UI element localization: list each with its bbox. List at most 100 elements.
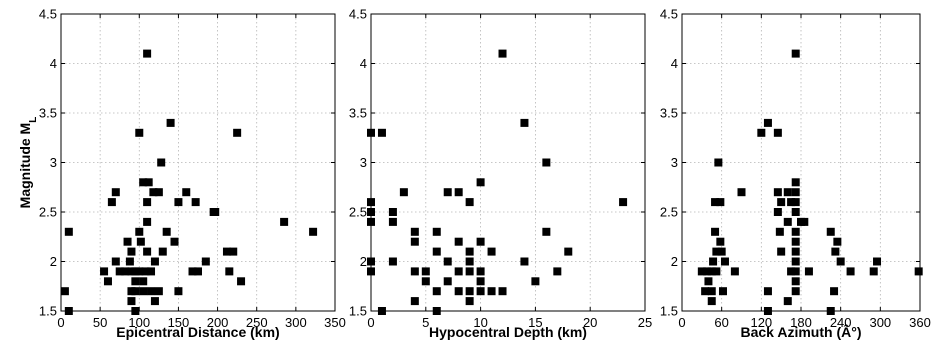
data-point [791, 237, 800, 246]
data-point [166, 118, 175, 127]
data-point [465, 287, 474, 296]
data-point [787, 267, 796, 276]
data-point [388, 208, 397, 216]
y-tick-label: 3.5 [660, 106, 678, 121]
data-point [115, 267, 124, 276]
data-point [707, 267, 716, 276]
data-point [542, 158, 551, 167]
data-point [135, 128, 144, 137]
data-point [154, 188, 163, 197]
data-point [783, 217, 792, 226]
data-point [869, 267, 878, 276]
data-point [465, 297, 474, 306]
data-point [846, 267, 855, 276]
data-point [377, 128, 386, 137]
y-tick-label: 4.5 [349, 7, 367, 22]
y-tick-label: 2.5 [349, 205, 367, 220]
data-point [454, 267, 463, 276]
data-point [763, 287, 772, 296]
data-point [787, 198, 796, 207]
data-point [531, 277, 540, 286]
data-point [139, 277, 148, 286]
x-tick-label: 180 [790, 315, 812, 330]
data-point [773, 188, 782, 197]
x-axis-label: Back Azimuth (Â°) [741, 323, 862, 340]
data-point [174, 287, 183, 296]
y-tick-label: 3.5 [349, 106, 367, 121]
y-tick-label: 3 [671, 155, 678, 170]
data-point [791, 178, 800, 187]
data-point [111, 257, 120, 266]
panel-hypocentral-depth: 0 5 10 15 20 25 1.5 2 2.5 3 3.5 4 4.5 Hypocentral De… [349, 7, 652, 341]
x-tick-label: 60 [714, 315, 728, 330]
data-point [443, 277, 452, 286]
y-tick-label: 3 [50, 155, 57, 170]
data-point [121, 267, 130, 276]
axis-ticks: 0 50 100 150 200 250 300 350 1.5 2 2.5 3 3.5 4 4.5 [39, 7, 346, 331]
data-point [773, 208, 782, 216]
data-point [64, 227, 73, 236]
data-point [791, 198, 800, 207]
y-tick-label: 2 [50, 254, 57, 269]
data-point [465, 267, 474, 276]
data-point [704, 277, 713, 286]
data-point [157, 158, 166, 167]
data-point [833, 237, 842, 246]
x-tick-label: 360 [909, 315, 931, 330]
data-point [225, 267, 234, 276]
data-point [410, 267, 419, 276]
data-point [791, 247, 800, 256]
data-point [201, 257, 210, 266]
data-point [154, 287, 163, 296]
data-point [564, 247, 573, 256]
data-point [709, 257, 718, 266]
x-tick-label: 5 [422, 315, 429, 330]
data-point [757, 128, 766, 137]
data-point [432, 227, 441, 236]
y-axis-label-text: Magnitude M [17, 123, 33, 209]
x-axis-label: Epicentral Distance (km) [116, 324, 279, 340]
data-points [60, 49, 318, 315]
data-point [150, 257, 159, 266]
data-point [800, 217, 809, 226]
x-tick-label: 350 [324, 315, 346, 330]
x-tick-label: 20 [583, 315, 597, 330]
data-point [139, 178, 148, 187]
data-point [147, 287, 156, 296]
data-point [127, 247, 136, 256]
data-point [791, 287, 800, 296]
data-point [498, 287, 507, 296]
y-axis-label: Magnitude ML [17, 117, 39, 209]
axis-ticks: 0 60 120 180 240 300 360 1.5 2 2.5 3 3.5 4 4.5 [660, 7, 931, 331]
data-point [487, 247, 496, 256]
data-point [143, 217, 152, 226]
data-point [139, 287, 148, 296]
data-point [454, 188, 463, 197]
data-point [388, 217, 397, 226]
x-tick-label: 250 [246, 315, 268, 330]
data-point [111, 188, 120, 197]
data-point [717, 247, 726, 256]
data-point [443, 188, 452, 197]
data-point [194, 267, 202, 276]
data-point [791, 267, 800, 276]
data-point [542, 227, 551, 236]
data-point [777, 198, 786, 207]
data-point [162, 227, 171, 236]
data-point [280, 217, 289, 226]
y-tick-label: 3.5 [39, 106, 57, 121]
data-point [791, 277, 800, 286]
data-point [432, 247, 441, 256]
data-point [127, 297, 136, 306]
data-points [697, 49, 923, 315]
data-point [421, 267, 430, 276]
data-point [619, 198, 628, 207]
data-point [141, 267, 150, 276]
data-point [222, 247, 231, 256]
data-point [714, 158, 723, 167]
y-tick-label: 2 [360, 254, 367, 269]
data-point [777, 247, 786, 256]
x-tick-label: 50 [93, 315, 107, 330]
data-point [718, 287, 727, 296]
